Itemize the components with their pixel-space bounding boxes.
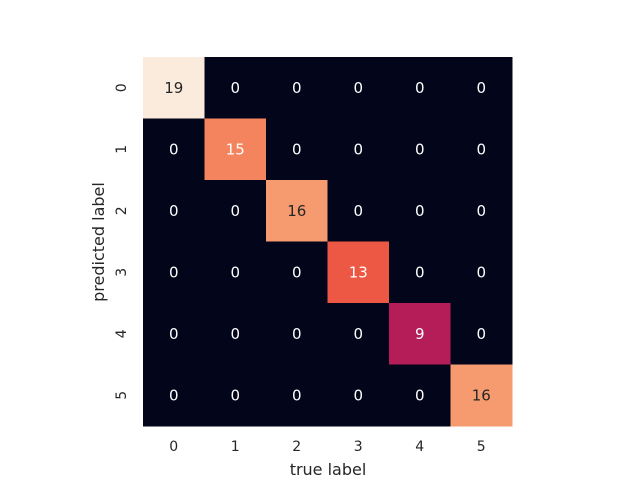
- cell-value-5-1: 0: [230, 386, 240, 404]
- heatmap-cell-4-5: [450, 303, 513, 365]
- y-tick-labels: 0 1 2 3 4 5: [114, 83, 130, 399]
- cell-value-2-1: 0: [230, 202, 240, 220]
- cell-value-4-1: 0: [230, 325, 240, 343]
- heatmap-cell-1-1: [204, 118, 267, 181]
- y-axis-title: predicted label: [89, 182, 108, 302]
- cell-value-2-3: 0: [353, 202, 363, 220]
- heatmap-cell-3-3: [327, 241, 390, 304]
- heatmap-cell-0-1: [204, 57, 267, 119]
- x-tick-label-0: 0: [169, 439, 178, 455]
- cell-value-4-5: 0: [476, 325, 486, 343]
- heatmap-cell-4-0: [143, 303, 205, 365]
- heatmap-cell-5-2: [266, 364, 328, 427]
- heatmap-cell-0-4: [389, 57, 451, 119]
- heatmap-cell-4-3: [327, 303, 390, 365]
- y-tick-label-3: 3: [114, 268, 130, 277]
- cell-value-5-4: 0: [415, 386, 425, 404]
- x-tick-label-4: 4: [415, 439, 424, 455]
- cell-value-0-5: 0: [476, 79, 486, 97]
- heatmap-cell-1-3: [327, 118, 390, 181]
- heatmap-cell-2-5: [450, 180, 513, 242]
- heatmap-cell-5-1: [204, 364, 267, 427]
- y-tick-label-5: 5: [114, 391, 130, 400]
- heatmap-cell-3-4: [389, 241, 451, 304]
- heatmap-cell-4-4: [389, 303, 451, 365]
- heatmap-cells: [143, 57, 513, 427]
- cell-value-1-0: 0: [169, 140, 179, 158]
- heatmap-cell-2-4: [389, 180, 451, 242]
- cell-value-1-1: 15: [226, 140, 245, 158]
- x-tick-label-5: 5: [477, 439, 486, 455]
- heatmap-cell-1-2: [266, 118, 328, 181]
- cell-value-2-5: 0: [476, 202, 486, 220]
- cell-value-5-5: 16: [472, 386, 491, 404]
- heatmap-cell-1-0: [143, 118, 205, 181]
- heatmap-cell-1-5: [450, 118, 513, 181]
- cell-value-5-0: 0: [169, 386, 179, 404]
- cell-annotations: 19 0 0 0 0 0 0 15 0 0 0 0 0 0 16 0 0 0 0 0 0 13 0 0 0 0 0 0 9 0 0 0 0 0 0 1…: [164, 79, 491, 405]
- heatmap-cell-2-0: [143, 180, 205, 242]
- cell-value-4-3: 0: [353, 325, 363, 343]
- cell-value-0-4: 0: [415, 79, 425, 97]
- cell-value-0-3: 0: [353, 79, 363, 97]
- heatmap-cell-1-4: [389, 118, 451, 181]
- x-axis-title: true label: [290, 460, 367, 479]
- cell-value-1-4: 0: [415, 140, 425, 158]
- heatmap-cell-0-3: [327, 57, 390, 119]
- y-tick-label-0: 0: [114, 83, 130, 92]
- heatmap-cell-3-2: [266, 241, 328, 304]
- cell-value-1-2: 0: [292, 140, 302, 158]
- cell-value-4-2: 0: [292, 325, 302, 343]
- cell-value-3-5: 0: [476, 263, 486, 281]
- cell-value-0-0: 19: [164, 79, 183, 97]
- cell-value-5-3: 0: [353, 386, 363, 404]
- x-tick-label-3: 3: [354, 439, 363, 455]
- y-tick-label-4: 4: [114, 329, 130, 338]
- cell-value-3-1: 0: [230, 263, 240, 281]
- cell-value-4-0: 0: [169, 325, 179, 343]
- heatmap-cell-3-1: [204, 241, 267, 304]
- cell-value-3-2: 0: [292, 263, 302, 281]
- cell-value-3-0: 0: [169, 263, 179, 281]
- heatmap-cell-5-0: [143, 364, 205, 427]
- heatmap-cell-2-1: [204, 180, 267, 242]
- cell-value-3-3: 13: [349, 263, 368, 281]
- cell-value-0-1: 0: [230, 79, 240, 97]
- heatmap-cell-0-5: [450, 57, 513, 119]
- x-tick-labels: 0 1 2 3 4 5: [169, 439, 485, 455]
- heatmap-cell-3-5: [450, 241, 513, 304]
- heatmap-cell-5-4: [389, 364, 451, 427]
- heatmap-cell-5-3: [327, 364, 390, 427]
- cell-value-4-4: 9: [415, 325, 425, 343]
- cell-value-2-2: 16: [287, 202, 306, 220]
- cell-value-2-0: 0: [169, 202, 179, 220]
- cell-value-2-4: 0: [415, 202, 425, 220]
- heatmap-cell-0-2: [266, 57, 328, 119]
- y-tick-label-2: 2: [114, 206, 130, 215]
- heatmap-cell-5-5: [450, 364, 513, 427]
- heatmap-cell-4-2: [266, 303, 328, 365]
- cell-value-1-5: 0: [476, 140, 486, 158]
- heatmap-cell-4-1: [204, 303, 267, 365]
- heatmap-cell-3-0: [143, 241, 205, 304]
- x-tick-label-2: 2: [292, 439, 301, 455]
- heatmap-cell-2-3: [327, 180, 390, 242]
- y-tick-label-1: 1: [114, 145, 130, 154]
- x-tick-label-1: 1: [231, 439, 240, 455]
- cell-value-0-2: 0: [292, 79, 302, 97]
- cell-value-3-4: 0: [415, 263, 425, 281]
- cell-value-1-3: 0: [353, 140, 363, 158]
- heatmap-cell-2-2: [266, 180, 328, 242]
- cell-value-5-2: 0: [292, 386, 302, 404]
- heatmap-cell-0-0: [143, 57, 205, 119]
